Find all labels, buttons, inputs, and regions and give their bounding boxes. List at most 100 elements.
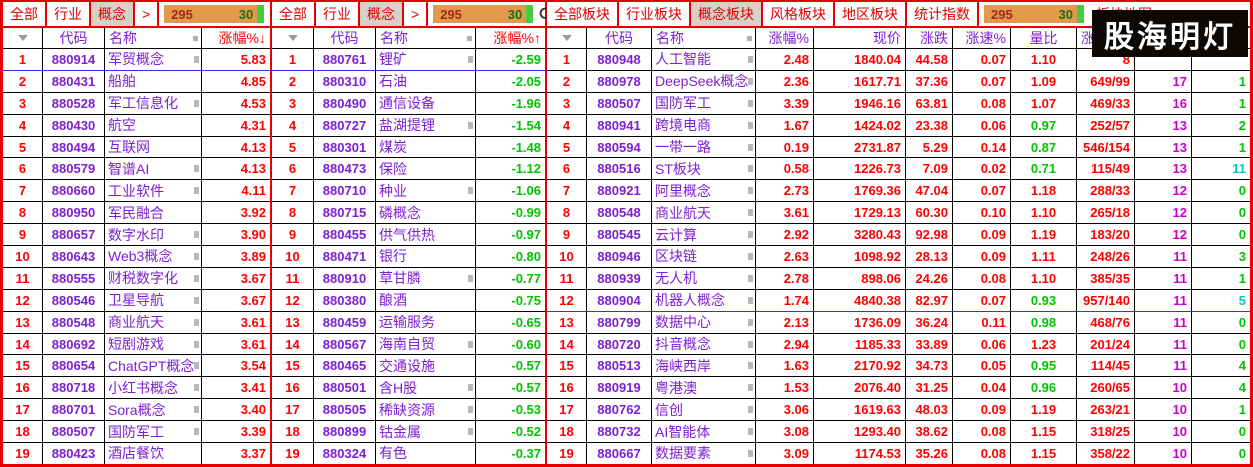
- table-row[interactable]: 18 880732 AI智能体 3.08 1293.40 38.62 0.08 1.15 318…: [547, 421, 1250, 444]
- table-row[interactable]: 14 880692 短剧游戏 3.61: [3, 333, 270, 356]
- table-row[interactable]: 19 880667 数据要素 3.09 1174.53 35.26 0.08 1.15 358/…: [547, 443, 1250, 464]
- table-row[interactable]: 5 880301 煤炭 -1.48: [272, 136, 545, 159]
- cell-liangbi: 0.95: [1011, 355, 1077, 377]
- table-row[interactable]: 7 880921 阿里概念 2.73 1769.36 47.04 0.07 1.18 288/3…: [547, 180, 1250, 203]
- table-row[interactable]: 17 880762 信创 3.06 1619.63 48.03 0.09 1.19 263/21…: [547, 399, 1250, 422]
- cell-code: 880732: [587, 421, 652, 443]
- table-row[interactable]: 15 880513 海峡西岸 1.63 2170.92 34.73 0.05 0.95 114/…: [547, 355, 1250, 378]
- column-header-name[interactable]: 名称: [652, 28, 756, 48]
- column-header-chg[interactable]: 涨幅%↓: [218, 30, 266, 46]
- column-header-chg[interactable]: 涨幅%↑: [493, 30, 541, 46]
- cell-code: 880715: [314, 202, 376, 224]
- table-row[interactable]: 2 880431 船舶 4.85: [3, 70, 270, 93]
- tab-行业板块[interactable]: 行业板块: [619, 2, 691, 26]
- table-row[interactable]: 19 880423 酒店餐饮 3.37: [3, 443, 270, 464]
- table-row[interactable]: 12 880546 卫星导航 3.67: [3, 289, 270, 312]
- advance-decline-bar[interactable]: 295 30: [164, 5, 265, 23]
- column-header-speed[interactable]: 涨速%: [953, 28, 1011, 48]
- table-row[interactable]: 8 880715 磷概念 -0.99: [272, 202, 545, 225]
- column-header-code[interactable]: 代码: [43, 28, 105, 48]
- cell-speed: 0.02: [953, 158, 1011, 180]
- table-row[interactable]: 12 880380 酿酒 -0.75: [272, 289, 545, 312]
- table-row[interactable]: 6 880473 保险 -1.12: [272, 158, 545, 181]
- table-row[interactable]: 14 880720 抖音概念 2.94 1185.33 33.89 0.06 1.23 201/…: [547, 333, 1250, 356]
- table-row[interactable]: 6 880579 智谱AI 4.13: [3, 158, 270, 181]
- cell-chg: -1.54: [511, 117, 541, 133]
- tab-全部板块[interactable]: 全部板块: [547, 2, 619, 26]
- cell-code: 880727: [314, 114, 376, 136]
- table-row[interactable]: 4 880941 跨境电商 1.67 1424.02 23.38 0.06 0.97 252/5…: [547, 114, 1250, 137]
- table-row[interactable]: 1 880948 人工智能 2.48 1840.04 44.58 0.07 1.10 8: [547, 49, 1250, 71]
- column-header-chg[interactable]: 涨幅%: [756, 28, 814, 48]
- cell-chg: 2.73: [756, 180, 814, 202]
- expand-tab[interactable]: >: [404, 2, 429, 26]
- table-row[interactable]: 19 880324 有色 -0.37: [272, 443, 545, 464]
- table-row[interactable]: 8 880548 商业航天 3.61 1729.13 60.30 0.10 1.10 265/1…: [547, 202, 1250, 225]
- column-header-name[interactable]: 名称: [376, 28, 476, 48]
- table-row[interactable]: 15 880465 交通设施 -0.57: [272, 355, 545, 378]
- table-row[interactable]: 10 880946 区块链 2.63 1098.92 28.13 0.09 1.11 248/2…: [547, 246, 1250, 268]
- tab-行业[interactable]: 行业: [316, 2, 360, 26]
- cell-cnt2: 0: [1238, 227, 1246, 243]
- table-row[interactable]: 5 880594 一带一路 0.19 2731.87 5.29 0.14 0.87 546/15…: [547, 136, 1250, 159]
- table-row[interactable]: 6 880516 ST板块 0.58 1226.73 7.09 0.02 0.71 115/49…: [547, 158, 1250, 181]
- column-header-change[interactable]: 涨跌: [906, 28, 953, 48]
- column-header-code[interactable]: 代码: [587, 28, 652, 48]
- table-row[interactable]: 9 880455 供气供热 -0.97: [272, 224, 545, 247]
- advance-decline-bar[interactable]: 295 30: [433, 5, 534, 23]
- cell-chg: 0.58: [756, 158, 814, 180]
- table-row[interactable]: 16 880718 小红书概念 3.41: [3, 377, 270, 400]
- table-row[interactable]: 4 880727 盐湖提锂 -1.54: [272, 114, 545, 137]
- tab-行业[interactable]: 行业: [47, 2, 91, 26]
- expand-tab[interactable]: >: [135, 2, 160, 26]
- table-row[interactable]: 1 880914 军贸概念 5.83: [3, 49, 270, 71]
- column-header-name[interactable]: 名称: [105, 28, 202, 48]
- table-row[interactable]: 16 880919 粤港澳 1.53 2076.40 31.25 0.04 0.96 260/6…: [547, 377, 1250, 400]
- table-row[interactable]: 11 880910 草甘膦 -0.77: [272, 267, 545, 290]
- table-row[interactable]: 12 880904 机器人概念 1.74 4840.38 82.97 0.07 0.93 957…: [547, 289, 1250, 312]
- tab-全部[interactable]: 全部: [3, 2, 47, 26]
- advance-decline-bar[interactable]: 295 30: [984, 5, 1084, 23]
- table-row[interactable]: 3 880507 国防军工 3.39 1946.16 63.81 0.08 1.07 469/3…: [547, 92, 1250, 115]
- table-row[interactable]: 9 880545 云计算 2.92 3280.43 92.98 0.09 1.19 183/20…: [547, 224, 1250, 247]
- table-row[interactable]: 2 880978 DeepSeek概念 2.36 1617.71 37.36 0.07 1.0…: [547, 70, 1250, 93]
- tab-地区板块[interactable]: 地区板块: [835, 2, 907, 26]
- table-row[interactable]: 4 880430 航空 4.31: [3, 114, 270, 137]
- note-marker-icon: [468, 121, 473, 129]
- table-row[interactable]: 18 880899 钴金属 -0.52: [272, 421, 545, 444]
- tab-风格板块[interactable]: 风格板块: [763, 2, 835, 26]
- table-row[interactable]: 11 880939 无人机 2.78 898.06 24.26 0.08 1.10 385/35…: [547, 267, 1250, 290]
- column-header-liangbi[interactable]: 量比: [1011, 28, 1077, 48]
- column-header-price[interactable]: 现价: [814, 28, 906, 48]
- tab-概念板块[interactable]: 概念板块: [691, 2, 763, 26]
- table-row[interactable]: 3 880528 军工信息化 4.53: [3, 92, 270, 115]
- tab-统计指数[interactable]: 统计指数: [907, 2, 979, 26]
- table-row[interactable]: 14 880567 海南自贸 -0.60: [272, 333, 545, 356]
- table-row[interactable]: 13 880459 运输服务 -0.65: [272, 311, 545, 334]
- table-row[interactable]: 7 880660 工业软件 4.11: [3, 180, 270, 203]
- table-row[interactable]: 8 880950 军民融合 3.92: [3, 202, 270, 225]
- column-header-code[interactable]: 代码: [314, 28, 376, 48]
- table-row[interactable]: 7 880710 种业 -1.06: [272, 180, 545, 203]
- column-header-num[interactable]: [3, 28, 43, 48]
- table-row[interactable]: 16 880501 含H股 -0.57: [272, 377, 545, 400]
- table-row[interactable]: 17 880505 稀缺资源 -0.53: [272, 399, 545, 422]
- table-row[interactable]: 3 880490 通信设备 -1.96: [272, 92, 545, 115]
- tab-全部[interactable]: 全部: [272, 2, 316, 26]
- table-row[interactable]: 18 880507 国防军工 3.39: [3, 421, 270, 444]
- table-row[interactable]: 2 880310 石油 -2.05: [272, 70, 545, 93]
- table-row[interactable]: 9 880657 数字水印 3.90: [3, 224, 270, 247]
- table-row[interactable]: 15 880654 ChatGPT概念 3.54: [3, 355, 270, 378]
- column-header-num[interactable]: [272, 28, 314, 48]
- table-row[interactable]: 17 880701 Sora概念 3.40: [3, 399, 270, 422]
- table-row[interactable]: 10 880471 银行 -0.80: [272, 246, 545, 268]
- tab-概念[interactable]: 概念: [91, 2, 135, 26]
- table-row[interactable]: 5 880494 互联网 4.13: [3, 136, 270, 159]
- table-row[interactable]: 1 880761 锂矿 -2.59: [272, 49, 545, 71]
- table-row[interactable]: 11 880555 财税数字化 3.67: [3, 267, 270, 290]
- table-row[interactable]: 13 880799 数据中心 2.13 1736.09 36.24 0.11 0.98 468/…: [547, 311, 1250, 334]
- column-header-num[interactable]: [547, 28, 587, 48]
- table-row[interactable]: 10 880643 Web3概念 3.89: [3, 246, 270, 268]
- table-row[interactable]: 13 880548 商业航天 3.61: [3, 311, 270, 334]
- tab-概念[interactable]: 概念: [360, 2, 404, 26]
